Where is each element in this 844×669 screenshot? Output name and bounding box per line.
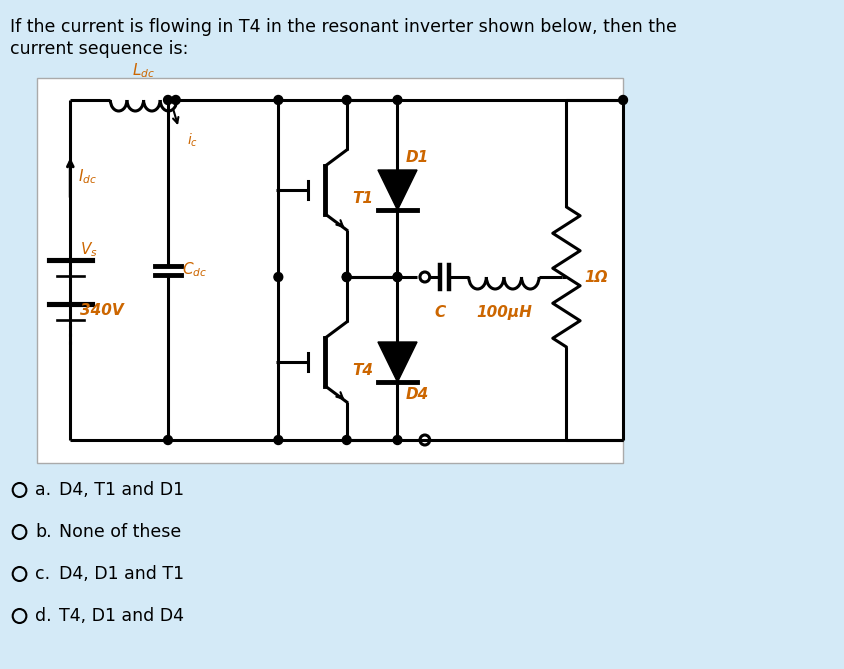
Circle shape bbox=[342, 96, 350, 104]
Polygon shape bbox=[377, 342, 417, 382]
Text: D4, D1 and T1: D4, D1 and T1 bbox=[58, 565, 183, 583]
FancyBboxPatch shape bbox=[37, 78, 622, 463]
Text: $C_{dc}$: $C_{dc}$ bbox=[181, 261, 207, 280]
Text: None of these: None of these bbox=[58, 523, 181, 541]
Circle shape bbox=[273, 436, 283, 444]
Text: 340V: 340V bbox=[80, 302, 123, 318]
Circle shape bbox=[392, 436, 402, 444]
Circle shape bbox=[342, 272, 350, 282]
Text: $I_{dc}$: $I_{dc}$ bbox=[78, 168, 97, 187]
Text: D4: D4 bbox=[405, 387, 428, 402]
Polygon shape bbox=[377, 170, 417, 210]
Text: 1Ω: 1Ω bbox=[583, 270, 607, 284]
Text: c.: c. bbox=[35, 565, 51, 583]
Text: 100µH: 100µH bbox=[475, 305, 531, 320]
Circle shape bbox=[342, 272, 350, 282]
Circle shape bbox=[273, 96, 283, 104]
Text: $i_c$: $i_c$ bbox=[187, 132, 197, 149]
Circle shape bbox=[342, 436, 350, 444]
Text: C: C bbox=[435, 305, 446, 320]
Text: D4, T1 and D1: D4, T1 and D1 bbox=[58, 481, 183, 499]
Text: $V_s$: $V_s$ bbox=[80, 241, 98, 260]
Text: T4, D1 and D4: T4, D1 and D4 bbox=[58, 607, 183, 625]
Text: current sequence is:: current sequence is: bbox=[10, 40, 188, 58]
Text: If the current is flowing in T4 in the resonant inverter shown below, then the: If the current is flowing in T4 in the r… bbox=[10, 18, 676, 36]
Circle shape bbox=[392, 272, 402, 282]
Text: b.: b. bbox=[35, 523, 51, 541]
Circle shape bbox=[618, 96, 627, 104]
Text: T1: T1 bbox=[352, 191, 373, 205]
Circle shape bbox=[164, 96, 172, 104]
Circle shape bbox=[392, 96, 402, 104]
Circle shape bbox=[171, 96, 180, 104]
Circle shape bbox=[392, 272, 402, 282]
Text: $L_{dc}$: $L_{dc}$ bbox=[132, 62, 154, 80]
Circle shape bbox=[273, 272, 283, 282]
Text: T4: T4 bbox=[352, 363, 373, 377]
Text: D1: D1 bbox=[405, 150, 428, 165]
Text: d.: d. bbox=[35, 607, 51, 625]
Circle shape bbox=[164, 436, 172, 444]
Text: a.: a. bbox=[35, 481, 51, 499]
